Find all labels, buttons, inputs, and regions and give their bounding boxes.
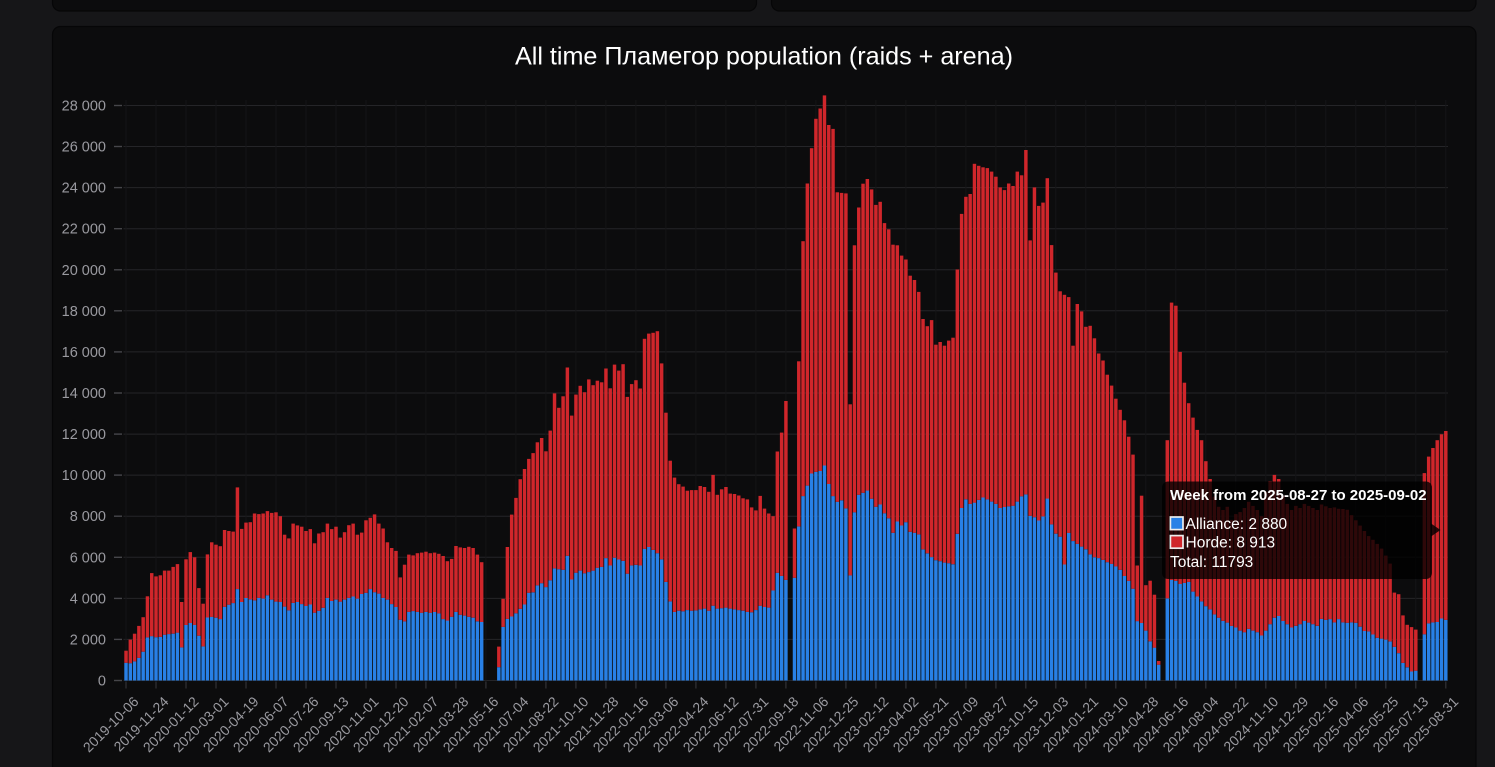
svg-text:18 000: 18 000 (62, 304, 106, 320)
svg-text:28 000: 28 000 (62, 99, 106, 115)
svg-text:16 000: 16 000 (62, 345, 106, 361)
svg-text:Horde: 8 913: Horde: 8 913 (1186, 535, 1276, 552)
svg-text:6 000: 6 000 (70, 550, 106, 566)
svg-text:10 000: 10 000 (62, 468, 106, 484)
svg-text:14 000: 14 000 (62, 386, 106, 402)
svg-text:8 000: 8 000 (70, 509, 106, 525)
svg-text:Week from 2025-08-27 to 2025-0: Week from 2025-08-27 to 2025-09-02 (1170, 487, 1427, 504)
svg-text:26 000: 26 000 (62, 140, 106, 156)
svg-text:Alliance: 2 880: Alliance: 2 880 (1186, 516, 1288, 533)
svg-text:Total: 11793: Total: 11793 (1170, 554, 1253, 571)
svg-text:2 000: 2 000 (70, 632, 106, 648)
svg-text:4 000: 4 000 (70, 591, 106, 607)
svg-text:24 000: 24 000 (62, 181, 106, 197)
svg-text:20 000: 20 000 (62, 263, 106, 279)
svg-text:12 000: 12 000 (62, 427, 106, 443)
svg-text:0: 0 (98, 674, 106, 690)
svg-text:All time Пламегор population (: All time Пламегор population (raids + ar… (515, 43, 1013, 71)
svg-text:22 000: 22 000 (62, 222, 106, 238)
